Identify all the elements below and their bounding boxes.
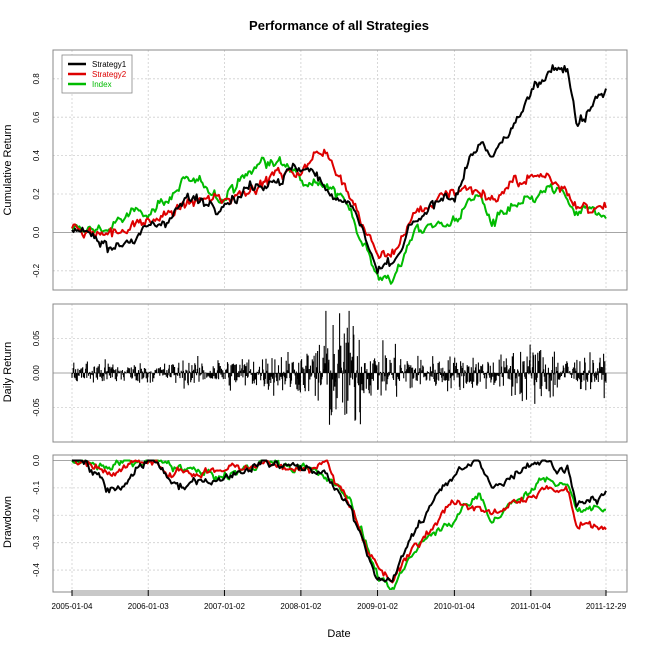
- y-tick-label: -0.3: [32, 535, 41, 549]
- series-daily-return: [71, 310, 607, 425]
- x-tick-label: 2008-01-02: [280, 602, 321, 611]
- x-tick-label: 2007-01-02: [204, 602, 245, 611]
- y-axis-label-drawdown: Drawdown: [2, 496, 14, 548]
- y-axis-label-daily: Daily Return: [2, 342, 14, 403]
- x-tick-label: 2011-01-04: [511, 602, 552, 611]
- legend-entry-strategy2: Strategy2: [92, 70, 127, 79]
- y-tick-label: -0.1: [32, 480, 41, 494]
- y-tick-label: 0.05: [32, 330, 41, 346]
- y-tick-label: 0.0: [32, 226, 41, 238]
- x-tick-label: 2010-01-04: [434, 602, 475, 611]
- series-line-strategy1: [71, 64, 607, 275]
- x-axis-label: Date: [327, 628, 350, 640]
- series-line-strategy2: [72, 459, 607, 584]
- y-tick-label: 0.8: [32, 73, 41, 85]
- series-line-index: [71, 459, 607, 592]
- plot-area: -0.2 0.0 0.2 0.4 0.6 0.8 -0.05 0.00 0.05 -0.4 -0.3…: [32, 49, 628, 611]
- y-tick-label: 0.0: [32, 454, 41, 466]
- series-line-strategy1: [72, 459, 607, 583]
- y-tick-label: 0.4: [32, 149, 41, 161]
- legend-entry-strategy1: Strategy1: [92, 60, 127, 69]
- series-line-index: [71, 156, 607, 285]
- y-tick-label: -0.4: [32, 563, 41, 577]
- y-tick-label: -0.05: [32, 398, 41, 417]
- y-axis-label-cumulative: Cumulative Return: [2, 124, 14, 215]
- y-tick-label: 0.00: [32, 365, 41, 381]
- y-tick-label: 0.2: [32, 188, 41, 200]
- x-tick-label: 2009-01-02: [357, 602, 398, 611]
- panel-frame: [52, 303, 628, 443]
- chart-title: Performance of all Strategies: [249, 18, 429, 33]
- y-tick-label: 0.6: [32, 111, 41, 123]
- y-tick-label: -0.2: [32, 508, 41, 522]
- series-line-strategy2: [71, 148, 607, 260]
- y-tick-label: -0.2: [32, 263, 41, 277]
- panel-frame: [52, 49, 628, 291]
- legend-entry-index: Index: [92, 80, 112, 89]
- x-tick-label: 2011-12-29: [586, 602, 627, 611]
- panel-frame: [52, 454, 628, 593]
- x-axis-bar: [72, 590, 606, 596]
- x-tick-label: 2006-01-03: [128, 602, 169, 611]
- x-tick-label: 2005-01-04: [52, 602, 93, 611]
